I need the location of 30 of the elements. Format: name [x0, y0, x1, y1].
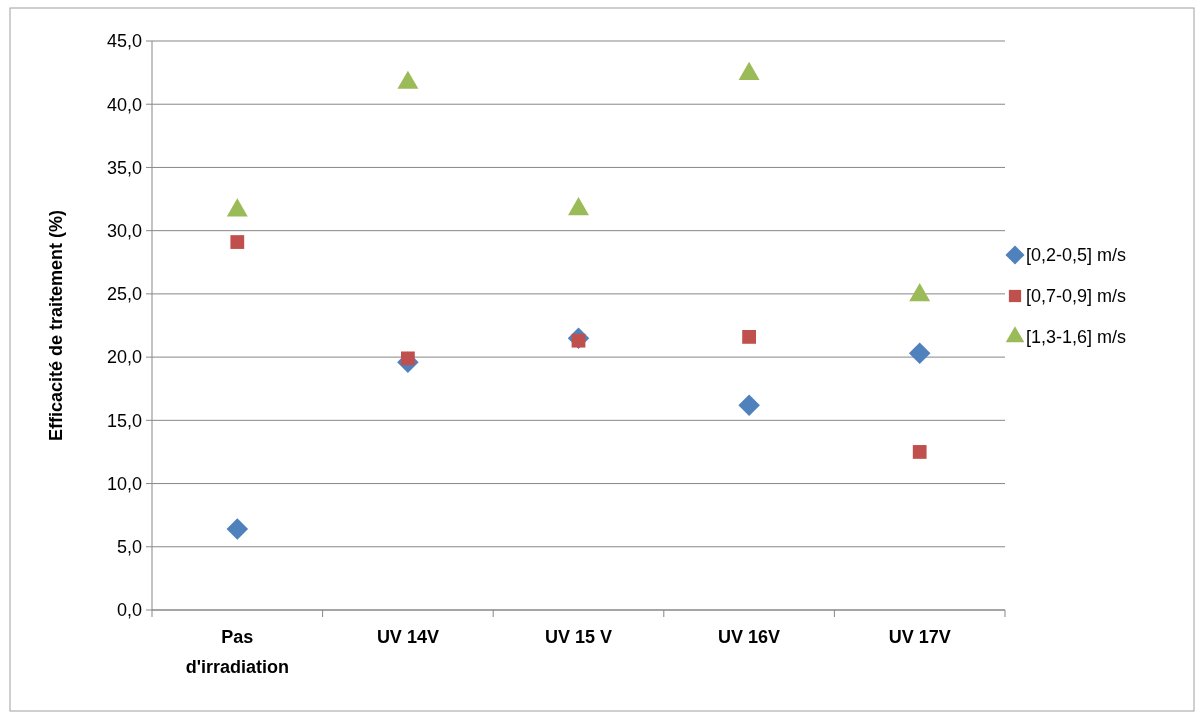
- y-tick-label: 20,0: [106, 347, 142, 368]
- point: [908, 342, 931, 365]
- point: [568, 197, 589, 216]
- legend-label: [0,2-0,5] m/s: [1026, 245, 1127, 266]
- x-tick-label: UV 14V: [376, 627, 439, 647]
- y-tick-label: 25,0: [106, 284, 142, 305]
- y-tick-label: 35,0: [106, 157, 142, 178]
- y-tick-label: 5,0: [116, 537, 142, 558]
- y-tick-label: 30,0: [106, 220, 142, 241]
- point: [742, 329, 756, 344]
- point: [230, 235, 245, 249]
- y-tick-label: 0,0: [116, 600, 142, 621]
- point: [738, 61, 760, 80]
- point: [397, 70, 419, 89]
- y-axis-title: Efficacité de traitement (%): [46, 209, 66, 442]
- point: [738, 394, 760, 416]
- y-tick-label: 15,0: [106, 410, 142, 431]
- y-tick-label: 40,0: [106, 94, 142, 115]
- x-tick-label: Pas d'irradiation: [185, 627, 289, 677]
- y-tick-label: 45,0: [106, 31, 142, 52]
- point: [226, 198, 248, 217]
- x-tick-label: UV 16V: [718, 627, 781, 647]
- x-tick-label: UV 17V: [888, 627, 951, 647]
- point: [909, 283, 931, 302]
- x-tick-label: UV 15 V: [544, 627, 613, 647]
- legend-label: [1,3-1,6] m/s: [1026, 327, 1127, 348]
- point: [226, 518, 249, 540]
- legend-label: [0,7-0,9] m/s: [1026, 286, 1127, 307]
- y-tick-label: 10,0: [106, 473, 142, 494]
- point: [912, 445, 927, 459]
